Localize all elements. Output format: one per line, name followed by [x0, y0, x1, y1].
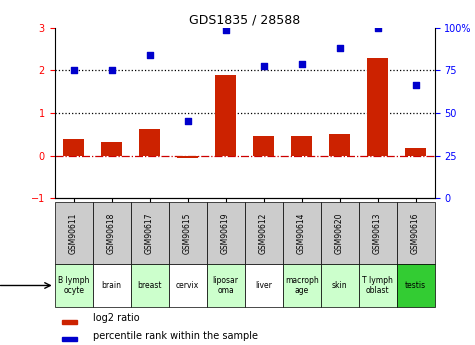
- FancyBboxPatch shape: [397, 264, 435, 307]
- Bar: [177, 156, 198, 158]
- Point: [260, 63, 267, 69]
- Bar: [253, 137, 274, 156]
- Text: GSM90612: GSM90612: [259, 212, 268, 254]
- Text: liposar
oma: liposar oma: [213, 276, 238, 295]
- FancyBboxPatch shape: [55, 202, 93, 264]
- Text: GSM90615: GSM90615: [183, 212, 192, 254]
- Text: B lymph
ocyte: B lymph ocyte: [58, 276, 89, 295]
- Point: [146, 52, 153, 58]
- FancyBboxPatch shape: [245, 202, 283, 264]
- Point: [108, 68, 115, 73]
- Text: GSM90618: GSM90618: [107, 212, 116, 254]
- Text: GSM90611: GSM90611: [69, 212, 78, 254]
- FancyBboxPatch shape: [359, 264, 397, 307]
- FancyBboxPatch shape: [55, 264, 93, 307]
- FancyBboxPatch shape: [207, 264, 245, 307]
- Text: GSM90620: GSM90620: [335, 212, 344, 254]
- Bar: [63, 139, 84, 156]
- FancyBboxPatch shape: [169, 202, 207, 264]
- FancyBboxPatch shape: [93, 264, 131, 307]
- Bar: [215, 76, 236, 156]
- Text: testis: testis: [405, 281, 426, 290]
- Title: GDS1835 / 28588: GDS1835 / 28588: [189, 13, 300, 27]
- Point: [374, 26, 381, 31]
- Bar: [405, 148, 426, 156]
- FancyBboxPatch shape: [245, 264, 283, 307]
- Text: liver: liver: [255, 281, 272, 290]
- Bar: [101, 142, 122, 156]
- Point: [412, 82, 419, 88]
- Point: [70, 68, 77, 73]
- FancyBboxPatch shape: [131, 264, 169, 307]
- Text: percentile rank within the sample: percentile rank within the sample: [93, 331, 257, 341]
- Text: GSM90616: GSM90616: [411, 212, 420, 254]
- Text: log2 ratio: log2 ratio: [93, 314, 139, 323]
- Point: [222, 27, 229, 32]
- Text: GSM90613: GSM90613: [373, 212, 382, 254]
- FancyBboxPatch shape: [283, 264, 321, 307]
- Bar: [291, 136, 312, 156]
- Text: breast: breast: [137, 281, 162, 290]
- Bar: [367, 58, 388, 156]
- Text: skin: skin: [332, 281, 347, 290]
- Point: [298, 61, 305, 67]
- FancyBboxPatch shape: [359, 202, 397, 264]
- Text: cervix: cervix: [176, 281, 199, 290]
- Point: [336, 45, 343, 51]
- Text: GSM90619: GSM90619: [221, 212, 230, 254]
- Bar: [139, 129, 160, 156]
- FancyBboxPatch shape: [321, 202, 359, 264]
- FancyBboxPatch shape: [397, 202, 435, 264]
- Text: GSM90617: GSM90617: [145, 212, 154, 254]
- FancyBboxPatch shape: [169, 264, 207, 307]
- Bar: [62, 319, 77, 324]
- Bar: [62, 337, 77, 341]
- FancyBboxPatch shape: [93, 202, 131, 264]
- Text: T lymph
oblast: T lymph oblast: [362, 276, 393, 295]
- Text: macroph
age: macroph age: [285, 276, 319, 295]
- FancyBboxPatch shape: [321, 264, 359, 307]
- FancyBboxPatch shape: [283, 202, 321, 264]
- Text: GSM90614: GSM90614: [297, 212, 306, 254]
- Bar: [329, 134, 350, 156]
- Point: [184, 118, 191, 124]
- FancyBboxPatch shape: [207, 202, 245, 264]
- Text: brain: brain: [102, 281, 122, 290]
- FancyBboxPatch shape: [131, 202, 169, 264]
